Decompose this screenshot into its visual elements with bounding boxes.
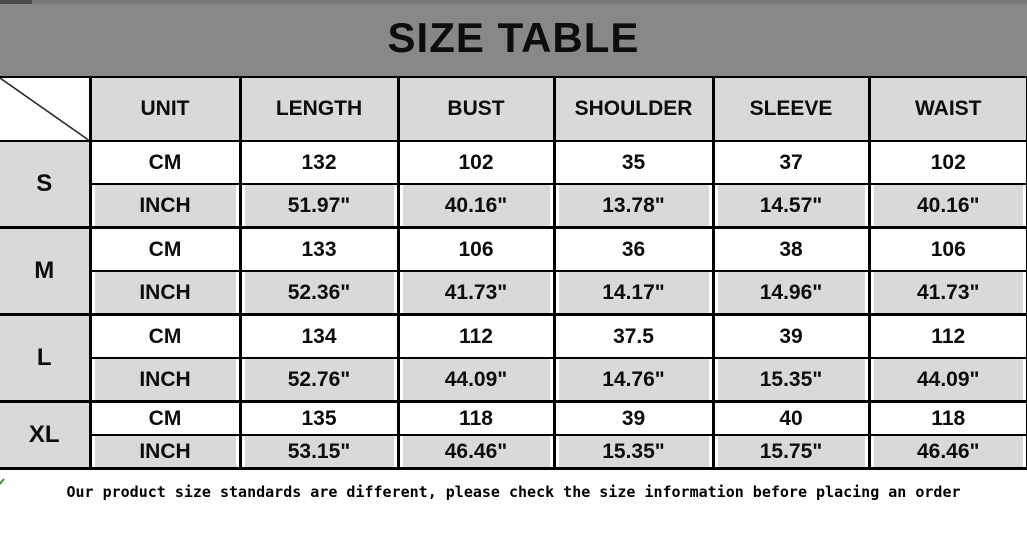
- col-header-bust: BUST: [396, 76, 556, 142]
- col-header-waist: WAIST: [867, 76, 1027, 142]
- table-cell: 40.16": [867, 183, 1027, 229]
- row-xl-cm: XL CM 135 118 39 40 118: [0, 400, 1027, 470]
- top-edge-strip: [0, 0, 1027, 4]
- col-header-length: LENGTH: [238, 76, 400, 142]
- table-cell: 102: [396, 140, 556, 185]
- row-s-cm: S CM 132 102 35 37 102: [0, 140, 1027, 229]
- table-cell: 112: [867, 313, 1027, 359]
- size-label-xl: XL: [0, 400, 92, 470]
- header-row: UNIT LENGTH BUST SHOULDER SLEEVE WAIST: [0, 76, 1027, 142]
- table-cell: 37.5: [552, 313, 715, 359]
- table-cell: 14.76": [552, 357, 715, 403]
- unit-cell: CM: [88, 140, 242, 185]
- diagonal-line-icon: [0, 78, 89, 140]
- row-l-inch: INCH 52.76" 44.09" 14.76" 15.35" 44.09": [0, 357, 1027, 403]
- table-cell: 36: [552, 226, 715, 272]
- table-cell: 44.09": [867, 357, 1027, 403]
- table-cell: 112: [396, 313, 556, 359]
- table-cell: 52.76": [238, 357, 400, 403]
- table-cell: 40.16": [396, 183, 556, 229]
- table-cell: 41.73": [396, 270, 556, 316]
- diagonal-corner-cell: [0, 76, 92, 142]
- table-cell: 40: [711, 400, 871, 436]
- table-cell: 35: [552, 140, 715, 185]
- row-m-inch: INCH 52.36" 41.73" 14.17" 14.96" 41.73": [0, 270, 1027, 316]
- col-header-unit: UNIT: [88, 76, 242, 142]
- table-cell: 13.78": [552, 183, 715, 229]
- table-cell: 15.35": [552, 434, 715, 470]
- table-cell: 46.46": [396, 434, 556, 470]
- title-bar: SIZE TABLE: [0, 0, 1027, 76]
- table-cell: 41.73": [867, 270, 1027, 316]
- table-cell: 106: [867, 226, 1027, 272]
- col-header-sleeve: SLEEVE: [711, 76, 871, 142]
- table-cell: 44.09": [396, 357, 556, 403]
- row-l-cm: L CM 134 112 37.5 39 112: [0, 313, 1027, 403]
- table-cell: 37: [711, 140, 871, 185]
- row-s-inch: INCH 51.97" 40.16" 13.78" 14.57" 40.16": [0, 183, 1027, 229]
- unit-cell: INCH: [90, 357, 242, 403]
- table-cell: 118: [396, 400, 556, 436]
- unit-cell: CM: [88, 226, 242, 272]
- table-cell: 133: [238, 226, 400, 272]
- page-title: SIZE TABLE: [387, 14, 640, 61]
- row-m-cm: M CM 133 106 36 38 106: [0, 226, 1027, 316]
- table-cell: 39: [711, 313, 871, 359]
- table-cell: 106: [396, 226, 556, 272]
- table-cell: 52.36": [238, 270, 400, 316]
- table-cell: 135: [238, 400, 400, 436]
- footer-note: Our product size standards are different…: [66, 483, 961, 501]
- table-cell: 15.35": [711, 357, 871, 403]
- unit-cell: CM: [88, 313, 242, 359]
- size-table: UNIT LENGTH BUST SHOULDER SLEEVE WAIST S…: [0, 76, 1027, 470]
- size-label-l: L: [0, 313, 92, 403]
- unit-cell: INCH: [90, 434, 242, 470]
- row-xl-inch: INCH 53.15" 46.46" 15.35" 15.75" 46.46": [0, 434, 1027, 470]
- table-cell: 15.75": [711, 434, 871, 470]
- table-cell: 46.46": [867, 434, 1027, 470]
- size-label-m: M: [0, 226, 92, 316]
- table-cell: 134: [238, 313, 400, 359]
- table-cell: 51.97": [238, 183, 400, 229]
- unit-cell: INCH: [90, 183, 242, 229]
- table-cell: 39: [552, 400, 715, 436]
- table-cell: 14.17": [552, 270, 715, 316]
- table-cell: 102: [867, 140, 1027, 185]
- size-label-s: S: [0, 140, 92, 229]
- table-cell: 14.96": [711, 270, 871, 316]
- table-cell: 118: [867, 400, 1027, 436]
- unit-cell: INCH: [90, 270, 242, 316]
- table-cell: 132: [238, 140, 400, 185]
- table-cell: 14.57": [711, 183, 871, 229]
- unit-cell: CM: [88, 400, 242, 436]
- table-cell: 53.15": [238, 434, 400, 470]
- col-header-shoulder: SHOULDER: [552, 76, 715, 142]
- table-cell: 38: [711, 226, 871, 272]
